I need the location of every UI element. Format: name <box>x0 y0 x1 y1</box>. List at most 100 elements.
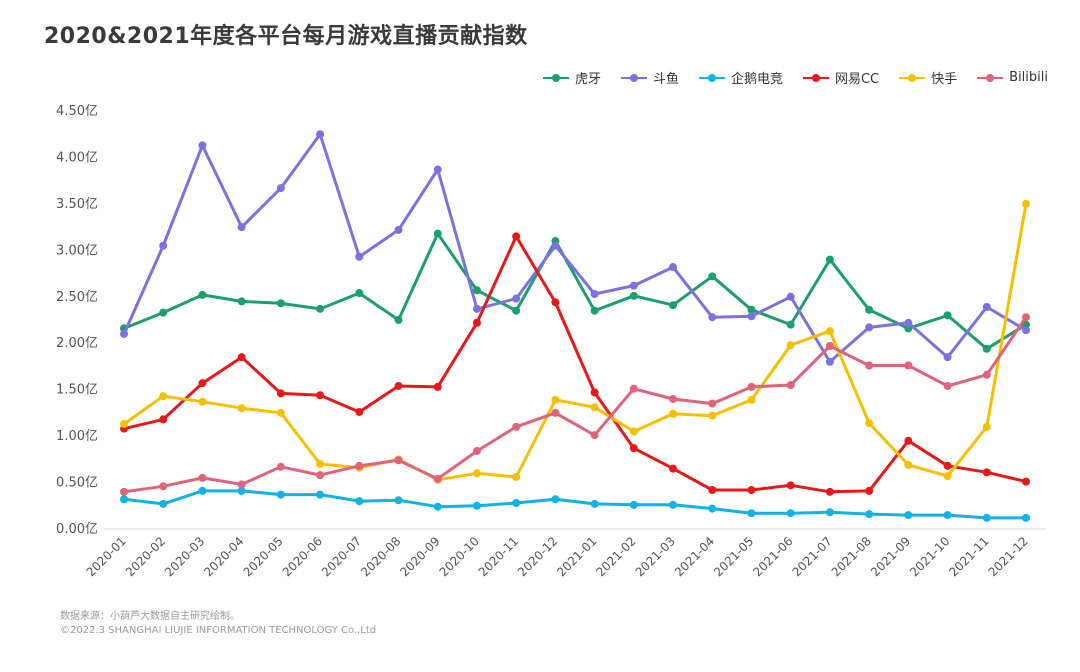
data-point <box>865 510 874 519</box>
legend-item: 虎牙 <box>542 68 601 87</box>
x-tick-label: 2020-10 <box>437 534 482 579</box>
series-line <box>122 315 1028 494</box>
data-point <box>237 480 246 489</box>
data-point <box>629 281 638 290</box>
y-tick-label: 1.50亿 <box>56 383 98 398</box>
y-tick-label: 2.50亿 <box>56 290 98 305</box>
data-point <box>982 468 991 477</box>
series-line <box>122 202 1028 482</box>
x-tick-label: 2020-11 <box>476 534 521 579</box>
data-point <box>786 509 795 518</box>
legend-item: 企鹅电竞 <box>698 68 783 87</box>
data-point <box>394 381 403 390</box>
data-point <box>276 490 285 499</box>
data-point <box>159 482 168 491</box>
data-point <box>433 165 442 174</box>
data-point <box>943 311 952 320</box>
data-point <box>355 461 364 470</box>
data-point <box>590 431 599 440</box>
data-point <box>669 500 678 509</box>
data-point <box>865 305 874 314</box>
data-point <box>982 422 991 431</box>
data-point <box>629 427 638 436</box>
y-tick-label: 0.50亿 <box>56 476 98 491</box>
data-point <box>1022 477 1030 486</box>
data-point <box>943 353 952 362</box>
data-point <box>982 344 991 353</box>
data-point <box>316 130 325 139</box>
data-point <box>276 389 285 398</box>
y-tick-label: 3.50亿 <box>56 197 98 212</box>
data-point <box>198 473 207 482</box>
data-point <box>904 318 913 327</box>
data-point <box>551 298 560 307</box>
data-point <box>825 255 834 264</box>
data-point <box>904 460 913 469</box>
data-point <box>551 408 560 417</box>
data-point <box>237 486 246 495</box>
data-point <box>159 392 168 401</box>
x-tick-label: 2021-03 <box>633 534 678 579</box>
data-point <box>120 495 128 504</box>
data-point <box>316 471 325 480</box>
data-point <box>943 381 952 390</box>
data-point <box>786 292 795 301</box>
data-point <box>865 323 874 332</box>
data-point <box>551 495 560 504</box>
data-point <box>747 509 756 518</box>
legend-label: 网易CC <box>834 72 880 87</box>
x-tick-label: 2020-07 <box>319 534 364 579</box>
source-note: 数据来源：小葫芦大数据自主研究绘制。 <box>60 611 240 622</box>
data-point <box>982 513 991 522</box>
x-tick-label: 2020-02 <box>123 534 168 579</box>
data-point <box>159 499 168 508</box>
data-point <box>551 395 560 404</box>
data-point <box>865 486 874 495</box>
x-tick-label: 2020-05 <box>240 534 285 579</box>
copyright-note: ©2022.3 SHANGHAI LIUJIE INFORMATION TECH… <box>60 625 377 636</box>
data-point <box>472 304 481 313</box>
data-point <box>708 313 717 322</box>
data-point <box>669 394 678 403</box>
data-point <box>472 446 481 455</box>
x-tick-label: 2020-12 <box>515 534 560 579</box>
data-point <box>316 459 325 468</box>
x-tick-label: 2021-04 <box>672 534 717 579</box>
data-point <box>159 241 168 250</box>
data-point <box>708 411 717 420</box>
data-point <box>512 472 521 481</box>
legend-label: 虎牙 <box>574 72 601 87</box>
data-point <box>472 501 481 510</box>
data-point <box>198 379 207 388</box>
x-tick-label: 2020-03 <box>162 534 207 579</box>
data-point <box>590 388 599 397</box>
x-tick-label: 2021-09 <box>868 534 913 579</box>
data-point <box>512 498 521 507</box>
chart-legend: 虎牙 斗鱼 企鹅电竞 网易CC 快手 Bilibili <box>542 68 1048 87</box>
data-point <box>786 320 795 329</box>
x-tick-label: 2021-01 <box>554 534 599 579</box>
data-point <box>159 308 168 317</box>
data-point <box>865 361 874 370</box>
data-point <box>433 502 442 511</box>
data-point <box>708 272 717 281</box>
data-point <box>904 436 913 445</box>
data-point <box>394 225 403 234</box>
data-point <box>747 395 756 404</box>
legend-swatch <box>899 72 926 84</box>
data-point <box>237 404 246 413</box>
data-point <box>825 342 834 351</box>
chart-title: 2020&2021年度各平台每月游戏直播贡献指数 <box>44 24 528 49</box>
data-point <box>825 487 834 496</box>
data-point <box>198 290 207 299</box>
legend-swatch <box>977 72 1004 84</box>
data-point <box>747 312 756 321</box>
legend-label: 快手 <box>931 72 958 87</box>
y-tick-label: 4.00亿 <box>56 150 98 165</box>
data-point <box>825 327 834 336</box>
legend-swatch <box>698 72 725 84</box>
data-point <box>120 329 128 338</box>
data-point <box>237 223 246 232</box>
data-point <box>276 184 285 193</box>
